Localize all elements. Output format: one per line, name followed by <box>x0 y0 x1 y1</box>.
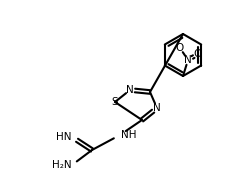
Text: S: S <box>111 97 118 107</box>
Text: N: N <box>126 85 133 95</box>
Text: N: N <box>183 55 191 65</box>
Text: NH: NH <box>121 130 136 140</box>
Text: O: O <box>193 49 201 59</box>
Text: O: O <box>175 43 183 53</box>
Text: N: N <box>153 103 160 113</box>
Text: H₂N: H₂N <box>52 160 72 170</box>
Text: HN: HN <box>56 132 72 142</box>
